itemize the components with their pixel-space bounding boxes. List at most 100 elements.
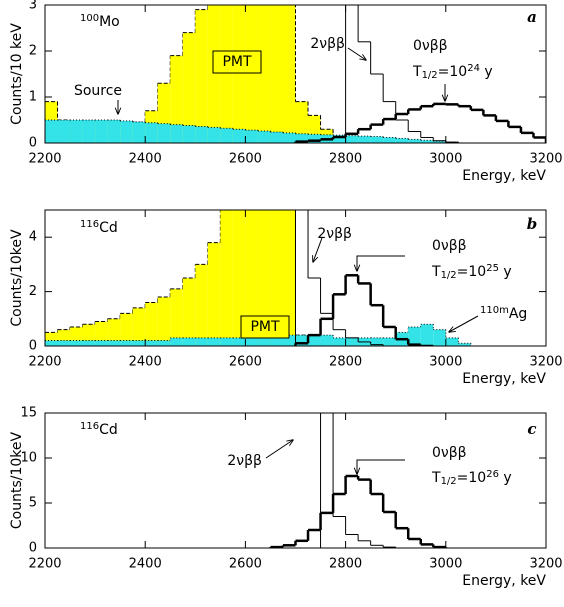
series-label: 0νββ bbox=[432, 238, 467, 254]
series-label: Source bbox=[74, 83, 122, 99]
annotation-part: 1/2 bbox=[441, 476, 457, 487]
x-tick-label: 3200 bbox=[529, 152, 562, 167]
y-tick-label: 2 bbox=[29, 44, 37, 59]
series-label: PMT bbox=[250, 319, 280, 335]
bar bbox=[107, 340, 121, 346]
y-tick-label: 0 bbox=[29, 541, 37, 556]
plot-area bbox=[269, 413, 448, 548]
annotation-part: =10 bbox=[438, 64, 468, 80]
arrow bbox=[357, 255, 405, 271]
annotation: 110mAg bbox=[480, 305, 527, 322]
bar bbox=[245, 5, 258, 143]
bar bbox=[383, 337, 396, 346]
series-label: 2νββ bbox=[310, 36, 345, 52]
bar bbox=[145, 302, 158, 346]
arrow bbox=[357, 459, 405, 474]
annotation-part: 24 bbox=[467, 63, 480, 74]
annotation-part: Cd bbox=[99, 422, 118, 438]
bar bbox=[195, 9, 208, 143]
bar bbox=[195, 264, 208, 346]
series-label: 2νββ bbox=[317, 226, 352, 242]
bar bbox=[408, 139, 421, 143]
bar bbox=[182, 278, 196, 346]
y-tick-label: 5 bbox=[29, 496, 37, 511]
bar bbox=[107, 318, 121, 346]
bar bbox=[433, 329, 446, 346]
x-tick-label: 2800 bbox=[329, 152, 362, 167]
bar bbox=[433, 141, 446, 143]
bar bbox=[308, 134, 321, 143]
x-tick-label: 3000 bbox=[429, 152, 462, 167]
x-tick-label: 2600 bbox=[229, 557, 262, 572]
x-tick-label: 2600 bbox=[229, 355, 262, 370]
bar bbox=[195, 126, 208, 143]
bar bbox=[257, 5, 271, 143]
bar bbox=[395, 138, 409, 143]
annotation: 100Mo bbox=[80, 13, 120, 30]
bar bbox=[408, 326, 421, 346]
y-axis-label: Counts/10keV bbox=[9, 229, 25, 327]
bar bbox=[295, 133, 309, 143]
series-label: 2νββ bbox=[227, 453, 262, 469]
bar bbox=[157, 340, 171, 346]
bar bbox=[45, 340, 58, 346]
annotation-part: Cd bbox=[99, 220, 118, 236]
bar bbox=[257, 210, 271, 346]
bar bbox=[245, 210, 258, 346]
annotation: T1/2=1024 y bbox=[412, 63, 493, 81]
bar bbox=[282, 210, 296, 346]
label-box bbox=[240, 315, 290, 339]
annotation-part: =10 bbox=[457, 470, 487, 486]
bar bbox=[95, 120, 108, 143]
bar bbox=[120, 120, 133, 143]
plot-area bbox=[45, 210, 546, 346]
bar bbox=[282, 335, 296, 346]
y-tick-label: 0 bbox=[29, 136, 37, 151]
x-tick-label: 2400 bbox=[129, 152, 162, 167]
annotation: 116Cd bbox=[80, 421, 118, 438]
annotation-part: Ag bbox=[509, 306, 527, 322]
y-tick-label: 3 bbox=[29, 0, 37, 13]
frame bbox=[44, 412, 547, 549]
annotation-part: Mo bbox=[99, 14, 120, 30]
y-tick-label: 4 bbox=[29, 230, 37, 245]
bar bbox=[57, 340, 71, 346]
bar bbox=[157, 297, 171, 346]
annotation-part: T bbox=[412, 64, 422, 80]
arrow bbox=[449, 315, 479, 332]
x-axis-label: Energy, keV bbox=[462, 168, 546, 184]
bar bbox=[145, 340, 158, 346]
bar bbox=[270, 210, 283, 346]
bar bbox=[170, 124, 183, 143]
bar bbox=[232, 337, 246, 346]
bar bbox=[207, 242, 221, 346]
x-tick-label: 2400 bbox=[129, 355, 162, 370]
bar bbox=[120, 313, 133, 346]
bar bbox=[257, 337, 271, 346]
bar bbox=[370, 136, 384, 143]
bar bbox=[120, 340, 133, 346]
y-tick-label: 10 bbox=[20, 451, 37, 466]
bar bbox=[157, 123, 171, 143]
bar bbox=[383, 137, 396, 143]
bar bbox=[57, 120, 71, 143]
x-tick-label: 3000 bbox=[429, 355, 462, 370]
x-tick-label: 2800 bbox=[329, 355, 362, 370]
bar bbox=[220, 337, 233, 346]
bar bbox=[220, 5, 233, 143]
bar bbox=[282, 5, 296, 143]
x-tick-label: 2200 bbox=[28, 355, 61, 370]
y-tick-label: 0 bbox=[29, 339, 37, 354]
annotation: T1/2=1026 y bbox=[431, 469, 512, 487]
annotation-part: 116 bbox=[80, 421, 99, 432]
bar bbox=[458, 343, 471, 346]
x-tick-label: 3200 bbox=[529, 355, 562, 370]
bar bbox=[70, 340, 83, 346]
bar bbox=[420, 140, 434, 143]
annotation-part: y bbox=[499, 470, 512, 486]
series-label: 0νββ bbox=[413, 38, 448, 54]
bar bbox=[95, 321, 108, 346]
bar bbox=[82, 120, 96, 143]
annotation-part: T bbox=[431, 264, 441, 280]
